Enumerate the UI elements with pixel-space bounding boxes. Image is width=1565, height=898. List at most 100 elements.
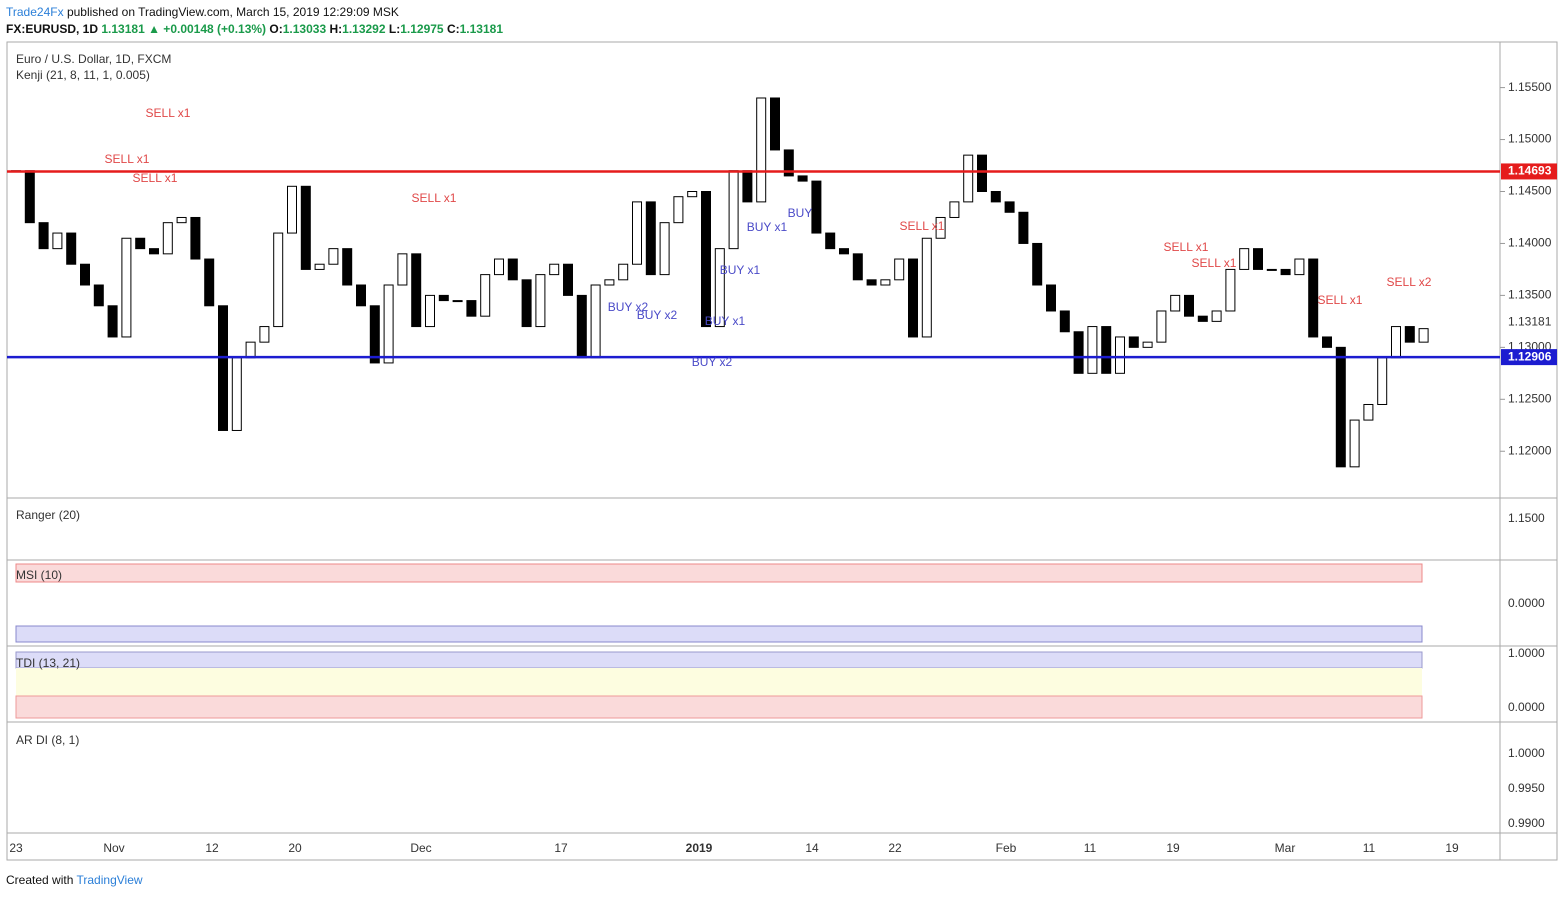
candle: [356, 284, 366, 307]
candle: [218, 305, 228, 431]
y-tick-label: 1.15000: [1508, 132, 1552, 146]
candle: [273, 232, 284, 328]
candle: [314, 263, 325, 270]
candle: [1349, 419, 1360, 468]
candle: [935, 216, 946, 239]
candle: [990, 190, 1001, 203]
candle: [908, 258, 918, 338]
x-tick-label: 11: [1363, 841, 1376, 855]
candle: [535, 274, 546, 328]
candle: [632, 201, 642, 265]
candle: [135, 237, 146, 250]
panel-title: TDI (13, 21): [16, 656, 80, 670]
y-tick-label: 1.13500: [1508, 288, 1552, 302]
candle: [397, 253, 408, 286]
signal-label: BUY x2: [692, 355, 733, 369]
o: 1.13033: [282, 22, 327, 36]
signal-label: SELL x1: [1192, 256, 1237, 270]
candle: [1018, 211, 1029, 244]
publisher: Trade24Fx: [6, 5, 64, 19]
candle: [811, 180, 822, 234]
x-tick-label: 19: [1445, 841, 1459, 855]
candle: [1418, 328, 1429, 343]
candle: [328, 248, 339, 265]
header-line-1: Trade24Fx published on TradingView.com, …: [6, 5, 399, 19]
x-tick-label: Feb: [996, 841, 1017, 855]
candle: [728, 170, 739, 250]
candle: [149, 248, 159, 255]
change: ▲ +0.00148 (+0.13%): [148, 22, 267, 36]
panel-tick: 0.0000: [1508, 596, 1545, 610]
y-tick-label: 1.12000: [1508, 443, 1552, 457]
candle: [466, 300, 477, 317]
chart: Euro / U.S. Dollar, 1D, FXCM Kenji (21, …: [6, 41, 1558, 861]
candle: [1377, 357, 1388, 405]
level-label: 1.12906: [1508, 349, 1552, 363]
candle: [411, 253, 422, 328]
signal-label: BUY x1: [747, 220, 788, 234]
candle: [259, 326, 270, 343]
tdi-mid-band: [16, 668, 1422, 696]
frame: [6, 41, 1558, 861]
c: 1.13181: [459, 22, 504, 36]
signal-label: SELL x1: [1318, 293, 1363, 307]
signal-label: SELL x1: [1164, 240, 1209, 254]
symbol: FX:EURUSD, 1D: [6, 22, 99, 36]
x-tick-label: 14: [805, 841, 819, 855]
signal-label: SELL x1: [900, 219, 945, 233]
candle: [1211, 310, 1222, 322]
candle: [563, 263, 573, 296]
created: Created with: [6, 873, 74, 887]
chart-title: Euro / U.S. Dollar, 1D, FXCM: [16, 52, 171, 66]
candle: [852, 253, 863, 281]
signal-label: SELL x1: [146, 106, 191, 120]
panel-tick: 0.9950: [1508, 781, 1545, 795]
candle: [369, 305, 380, 364]
candle: [245, 341, 256, 359]
l: 1.12975: [400, 22, 444, 36]
y-tick-label: 1.12500: [1508, 391, 1552, 405]
candle: [162, 222, 173, 255]
h-label: H:: [329, 22, 343, 36]
candle: [1156, 310, 1167, 343]
candle: [383, 284, 394, 364]
y-tick-label: 1.15500: [1508, 80, 1552, 94]
msi-lower-band: [15, 625, 1423, 643]
panel-title: MSI (10): [16, 568, 62, 582]
x-tick-label: 17: [554, 841, 568, 855]
candle: [756, 97, 767, 203]
candle: [963, 154, 974, 203]
candle: [1391, 326, 1401, 359]
candle: [1032, 242, 1043, 286]
x-tick-label: 19: [1166, 841, 1180, 855]
signal-label: SELL x1: [105, 152, 150, 166]
candle: [549, 263, 560, 276]
x-tick-label: 23: [9, 841, 23, 855]
candle: [425, 294, 435, 328]
candle: [645, 201, 656, 276]
x-tick-label: 20: [288, 841, 302, 855]
candle: [52, 232, 63, 250]
candle: [204, 258, 215, 307]
candle: [300, 185, 311, 270]
candle: [604, 279, 615, 286]
candle: [1128, 336, 1139, 348]
panel-tick: 0.0000: [1508, 700, 1545, 714]
footer: Created with TradingView: [6, 873, 143, 887]
candle: [576, 294, 587, 359]
x-tick-label: Dec: [410, 841, 431, 855]
indicator-label: Kenji (21, 8, 11, 1, 0.005): [16, 68, 150, 82]
candle: [107, 305, 118, 338]
panel-tick: 1.1500: [1508, 511, 1545, 525]
y-tick-label: 1.14000: [1508, 236, 1552, 250]
candle: [438, 294, 449, 302]
candle: [1363, 403, 1374, 421]
signal-label: SELL x1: [133, 171, 178, 185]
candle: [618, 263, 629, 281]
signal-label: BUY x1: [720, 263, 761, 277]
candle: [452, 300, 463, 303]
last-price-label: 1.13181: [1508, 315, 1552, 329]
candle: [66, 232, 77, 265]
panel-title: AR DI (8, 1): [16, 733, 79, 747]
